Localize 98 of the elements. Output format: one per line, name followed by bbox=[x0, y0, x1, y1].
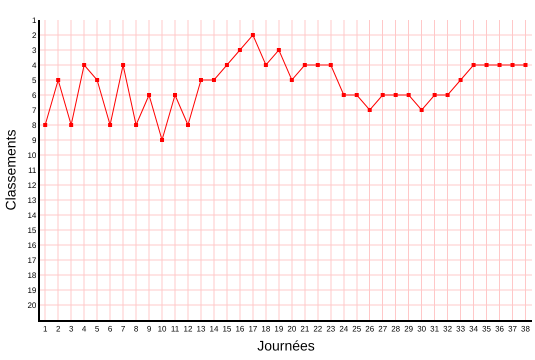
x-tick-label: 29 bbox=[404, 324, 414, 334]
x-tick-label: 30 bbox=[417, 324, 427, 334]
y-tick-label: 12 bbox=[27, 180, 37, 190]
x-tick-label: 26 bbox=[365, 324, 375, 334]
point bbox=[121, 63, 126, 67]
point bbox=[69, 123, 74, 127]
y-tick-label: 17 bbox=[27, 256, 37, 265]
y-tick-label: 14 bbox=[27, 210, 37, 220]
x-tick-label: 33 bbox=[456, 324, 466, 334]
x-tick-label: 6 bbox=[108, 324, 113, 334]
point bbox=[524, 63, 528, 67]
x-tick-label: 21 bbox=[300, 324, 310, 334]
point bbox=[56, 78, 60, 82]
point bbox=[82, 63, 86, 67]
y-axis-title: Classements bbox=[2, 130, 19, 210]
x-tick-label: 20 bbox=[287, 324, 297, 334]
x-tick-label: 10 bbox=[158, 324, 168, 334]
point bbox=[250, 33, 255, 37]
point bbox=[212, 78, 216, 82]
y-tick-label: 8 bbox=[32, 120, 37, 130]
x-tick-label: 28 bbox=[391, 324, 401, 334]
point bbox=[380, 93, 385, 97]
y-tick-label: 13 bbox=[27, 196, 37, 205]
point bbox=[498, 63, 502, 67]
point bbox=[238, 48, 242, 52]
x-tick-label: 2 bbox=[56, 324, 61, 334]
y-tick-label: 10 bbox=[27, 150, 37, 160]
point bbox=[264, 63, 268, 67]
x-tick-label: 18 bbox=[261, 324, 271, 334]
x-tick-label: 13 bbox=[196, 324, 206, 334]
x-tick-label: 35 bbox=[482, 324, 492, 334]
x-tick-label: 3 bbox=[68, 324, 74, 334]
x-tick-label: 5 bbox=[94, 324, 100, 334]
x-tick-label: 19 bbox=[274, 324, 284, 334]
y-tick-label: 16 bbox=[27, 240, 37, 250]
x-tick-label: 24 bbox=[339, 324, 349, 334]
x-axis-title: Journées bbox=[257, 337, 315, 354]
point bbox=[420, 108, 424, 112]
point bbox=[43, 123, 48, 127]
y-tick-label: 1 bbox=[32, 16, 37, 25]
point bbox=[328, 63, 333, 67]
point bbox=[368, 108, 372, 112]
y-tick-label: 3 bbox=[32, 46, 37, 55]
point bbox=[342, 93, 346, 97]
point bbox=[198, 78, 203, 82]
x-tick-label: 38 bbox=[521, 324, 531, 334]
y-tick-label: 19 bbox=[27, 286, 37, 295]
x-tick-label: 1 bbox=[42, 324, 48, 334]
x-tick-label: 15 bbox=[222, 324, 232, 334]
point bbox=[160, 138, 164, 142]
x-tick-label: 22 bbox=[313, 324, 323, 334]
point bbox=[186, 123, 190, 127]
point bbox=[406, 93, 411, 97]
point bbox=[472, 63, 476, 67]
point bbox=[316, 63, 320, 67]
point bbox=[354, 93, 359, 97]
x-tick-label: 8 bbox=[134, 324, 139, 334]
x-tick-label: 27 bbox=[378, 324, 388, 334]
x-tick-label: 37 bbox=[508, 324, 518, 334]
point bbox=[134, 123, 138, 127]
x-tick-label: 4 bbox=[82, 324, 87, 334]
y-tick-label: 7 bbox=[32, 106, 37, 115]
x-tick-label: 9 bbox=[146, 324, 152, 334]
x-tick-label: 17 bbox=[248, 324, 258, 334]
point bbox=[147, 93, 152, 97]
point bbox=[484, 63, 489, 67]
x-tick-label: 36 bbox=[495, 324, 505, 334]
y-tick-label: 6 bbox=[32, 90, 37, 100]
point bbox=[108, 123, 112, 127]
x-tick-label: 23 bbox=[326, 324, 336, 334]
x-tick-label: 7 bbox=[120, 324, 126, 334]
point bbox=[276, 48, 281, 52]
x-tick-label: 16 bbox=[235, 324, 245, 334]
point bbox=[302, 63, 307, 67]
y-tick-label: 4 bbox=[32, 60, 37, 70]
x-tick-label: 12 bbox=[184, 324, 193, 334]
x-tick-label: 34 bbox=[469, 324, 479, 334]
x-tick-label: 25 bbox=[352, 324, 362, 334]
x-tick-label: 14 bbox=[209, 324, 219, 334]
point bbox=[394, 93, 398, 97]
y-tick-label: 20 bbox=[27, 300, 37, 310]
y-tick-label: 9 bbox=[32, 136, 37, 145]
point bbox=[290, 78, 294, 82]
point bbox=[510, 63, 515, 67]
point bbox=[458, 78, 463, 82]
y-tick-label: 5 bbox=[32, 76, 37, 85]
point bbox=[173, 93, 178, 97]
point bbox=[432, 93, 437, 97]
point bbox=[95, 78, 100, 82]
x-tick-label: 11 bbox=[170, 324, 180, 334]
x-tick-label: 32 bbox=[443, 324, 453, 334]
y-tick-label: 11 bbox=[28, 166, 37, 175]
point bbox=[224, 63, 229, 67]
y-tick-label: 15 bbox=[27, 226, 37, 235]
point bbox=[446, 93, 450, 97]
y-tick-label: 18 bbox=[27, 270, 37, 280]
x-tick-label: 31 bbox=[430, 324, 440, 334]
y-tick-label: 2 bbox=[32, 30, 37, 40]
